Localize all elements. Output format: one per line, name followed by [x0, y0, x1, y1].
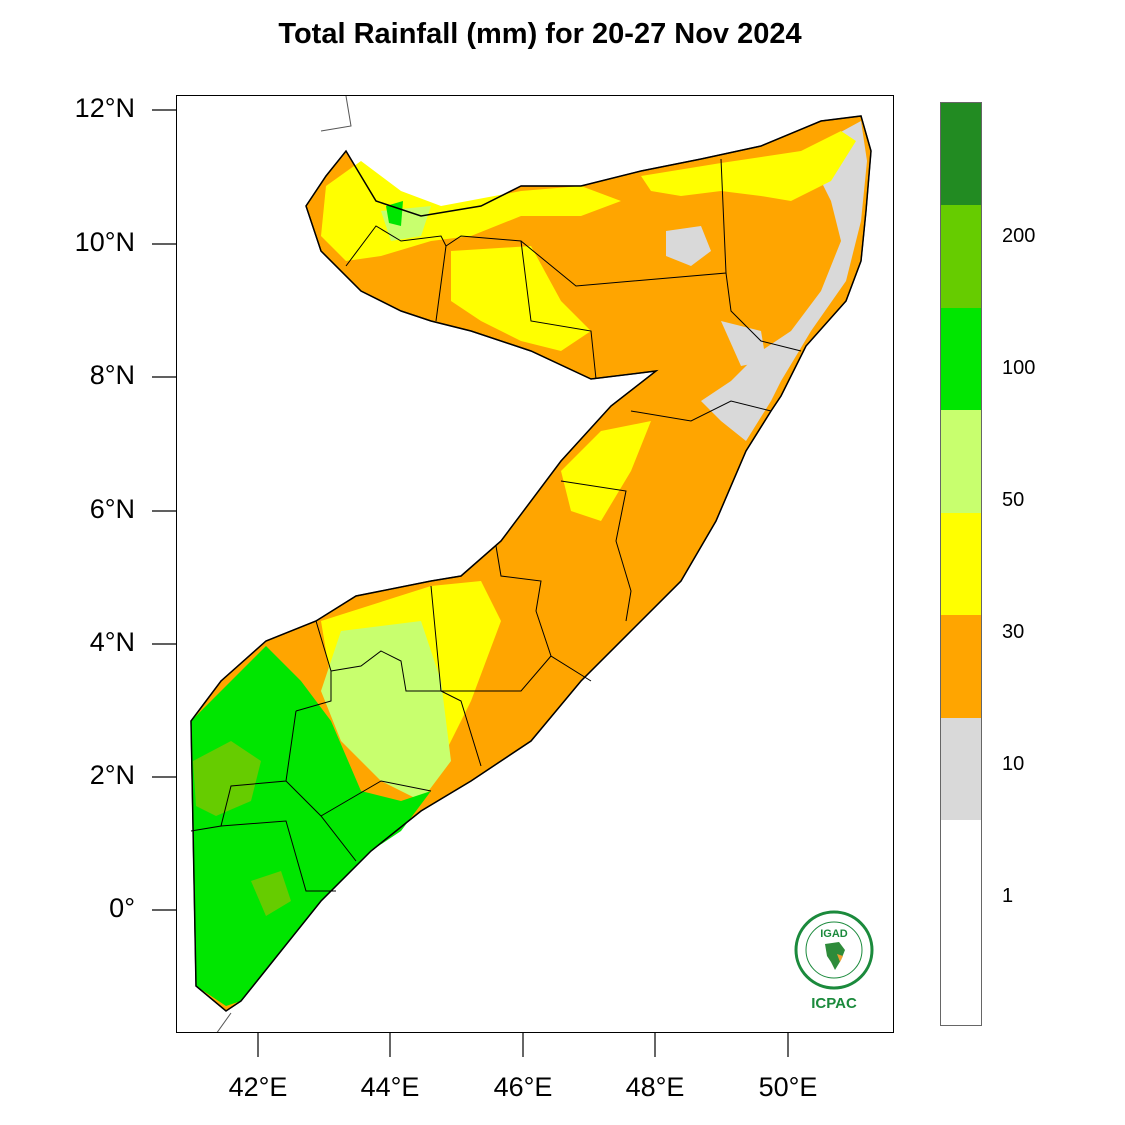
legend-label: 50: [1002, 489, 1025, 511]
legend-swatch: [941, 103, 981, 206]
legend-label: 1: [1002, 885, 1014, 907]
x-tick-label: 50°E: [758, 1072, 818, 1102]
legend-swatch: [941, 717, 981, 821]
y-tick-label: 6°N: [89, 494, 135, 524]
x-tick-label: 46°E: [493, 1072, 553, 1102]
x-tick-label: 42°E: [228, 1072, 288, 1102]
dry-area: [701, 121, 867, 441]
legend-label: 10: [1002, 753, 1025, 775]
legend-label: 200: [1002, 225, 1036, 247]
external-borders: [216, 96, 352, 1032]
dry-area: [666, 226, 711, 266]
coastline: [190, 115, 872, 1012]
x-tick-label: 48°E: [625, 1072, 685, 1102]
lightgreen-zone: [321, 621, 451, 801]
x-tick-label: 44°E: [360, 1072, 420, 1102]
legend-colorbar: [940, 102, 982, 1026]
y-tick-label: 8°N: [89, 360, 135, 390]
darkgreen-zone: [251, 871, 291, 916]
map-panel: [176, 95, 894, 1033]
legend-label: 30: [1002, 621, 1025, 643]
green-zone: [386, 201, 403, 226]
icpac-logo: IGAD ICPAC: [785, 910, 883, 1012]
legend-swatch: [941, 205, 981, 308]
yellow-zone: [641, 131, 856, 201]
logo-bottom-text: ICPAC: [811, 995, 857, 1012]
map-title: Total Rainfall (mm) for 20-27 Nov 2024: [278, 18, 802, 50]
igad-emblem-icon: IGAD: [794, 910, 874, 990]
logo-top-text: IGAD: [820, 928, 848, 940]
yellow-zone: [561, 421, 651, 521]
y-tick-label: 2°N: [89, 760, 135, 790]
y-tick-label: 10°N: [74, 227, 135, 257]
y-tick-label: 4°N: [89, 627, 135, 657]
dry-area: [721, 321, 766, 366]
legend-swatch: [941, 307, 981, 411]
y-tick-label: 12°N: [74, 93, 135, 123]
admin-boundaries: [190, 158, 802, 892]
green-zone: [191, 646, 431, 1006]
darkgreen-zone: [193, 741, 261, 816]
somalia-rainfall-map: [190, 96, 872, 1032]
legend-swatch: [941, 512, 981, 616]
legend-label: 100: [1002, 357, 1036, 379]
legend-swatch: [941, 410, 981, 513]
y-tick-label: 0°: [109, 893, 135, 923]
legend-swatch: [941, 615, 981, 718]
